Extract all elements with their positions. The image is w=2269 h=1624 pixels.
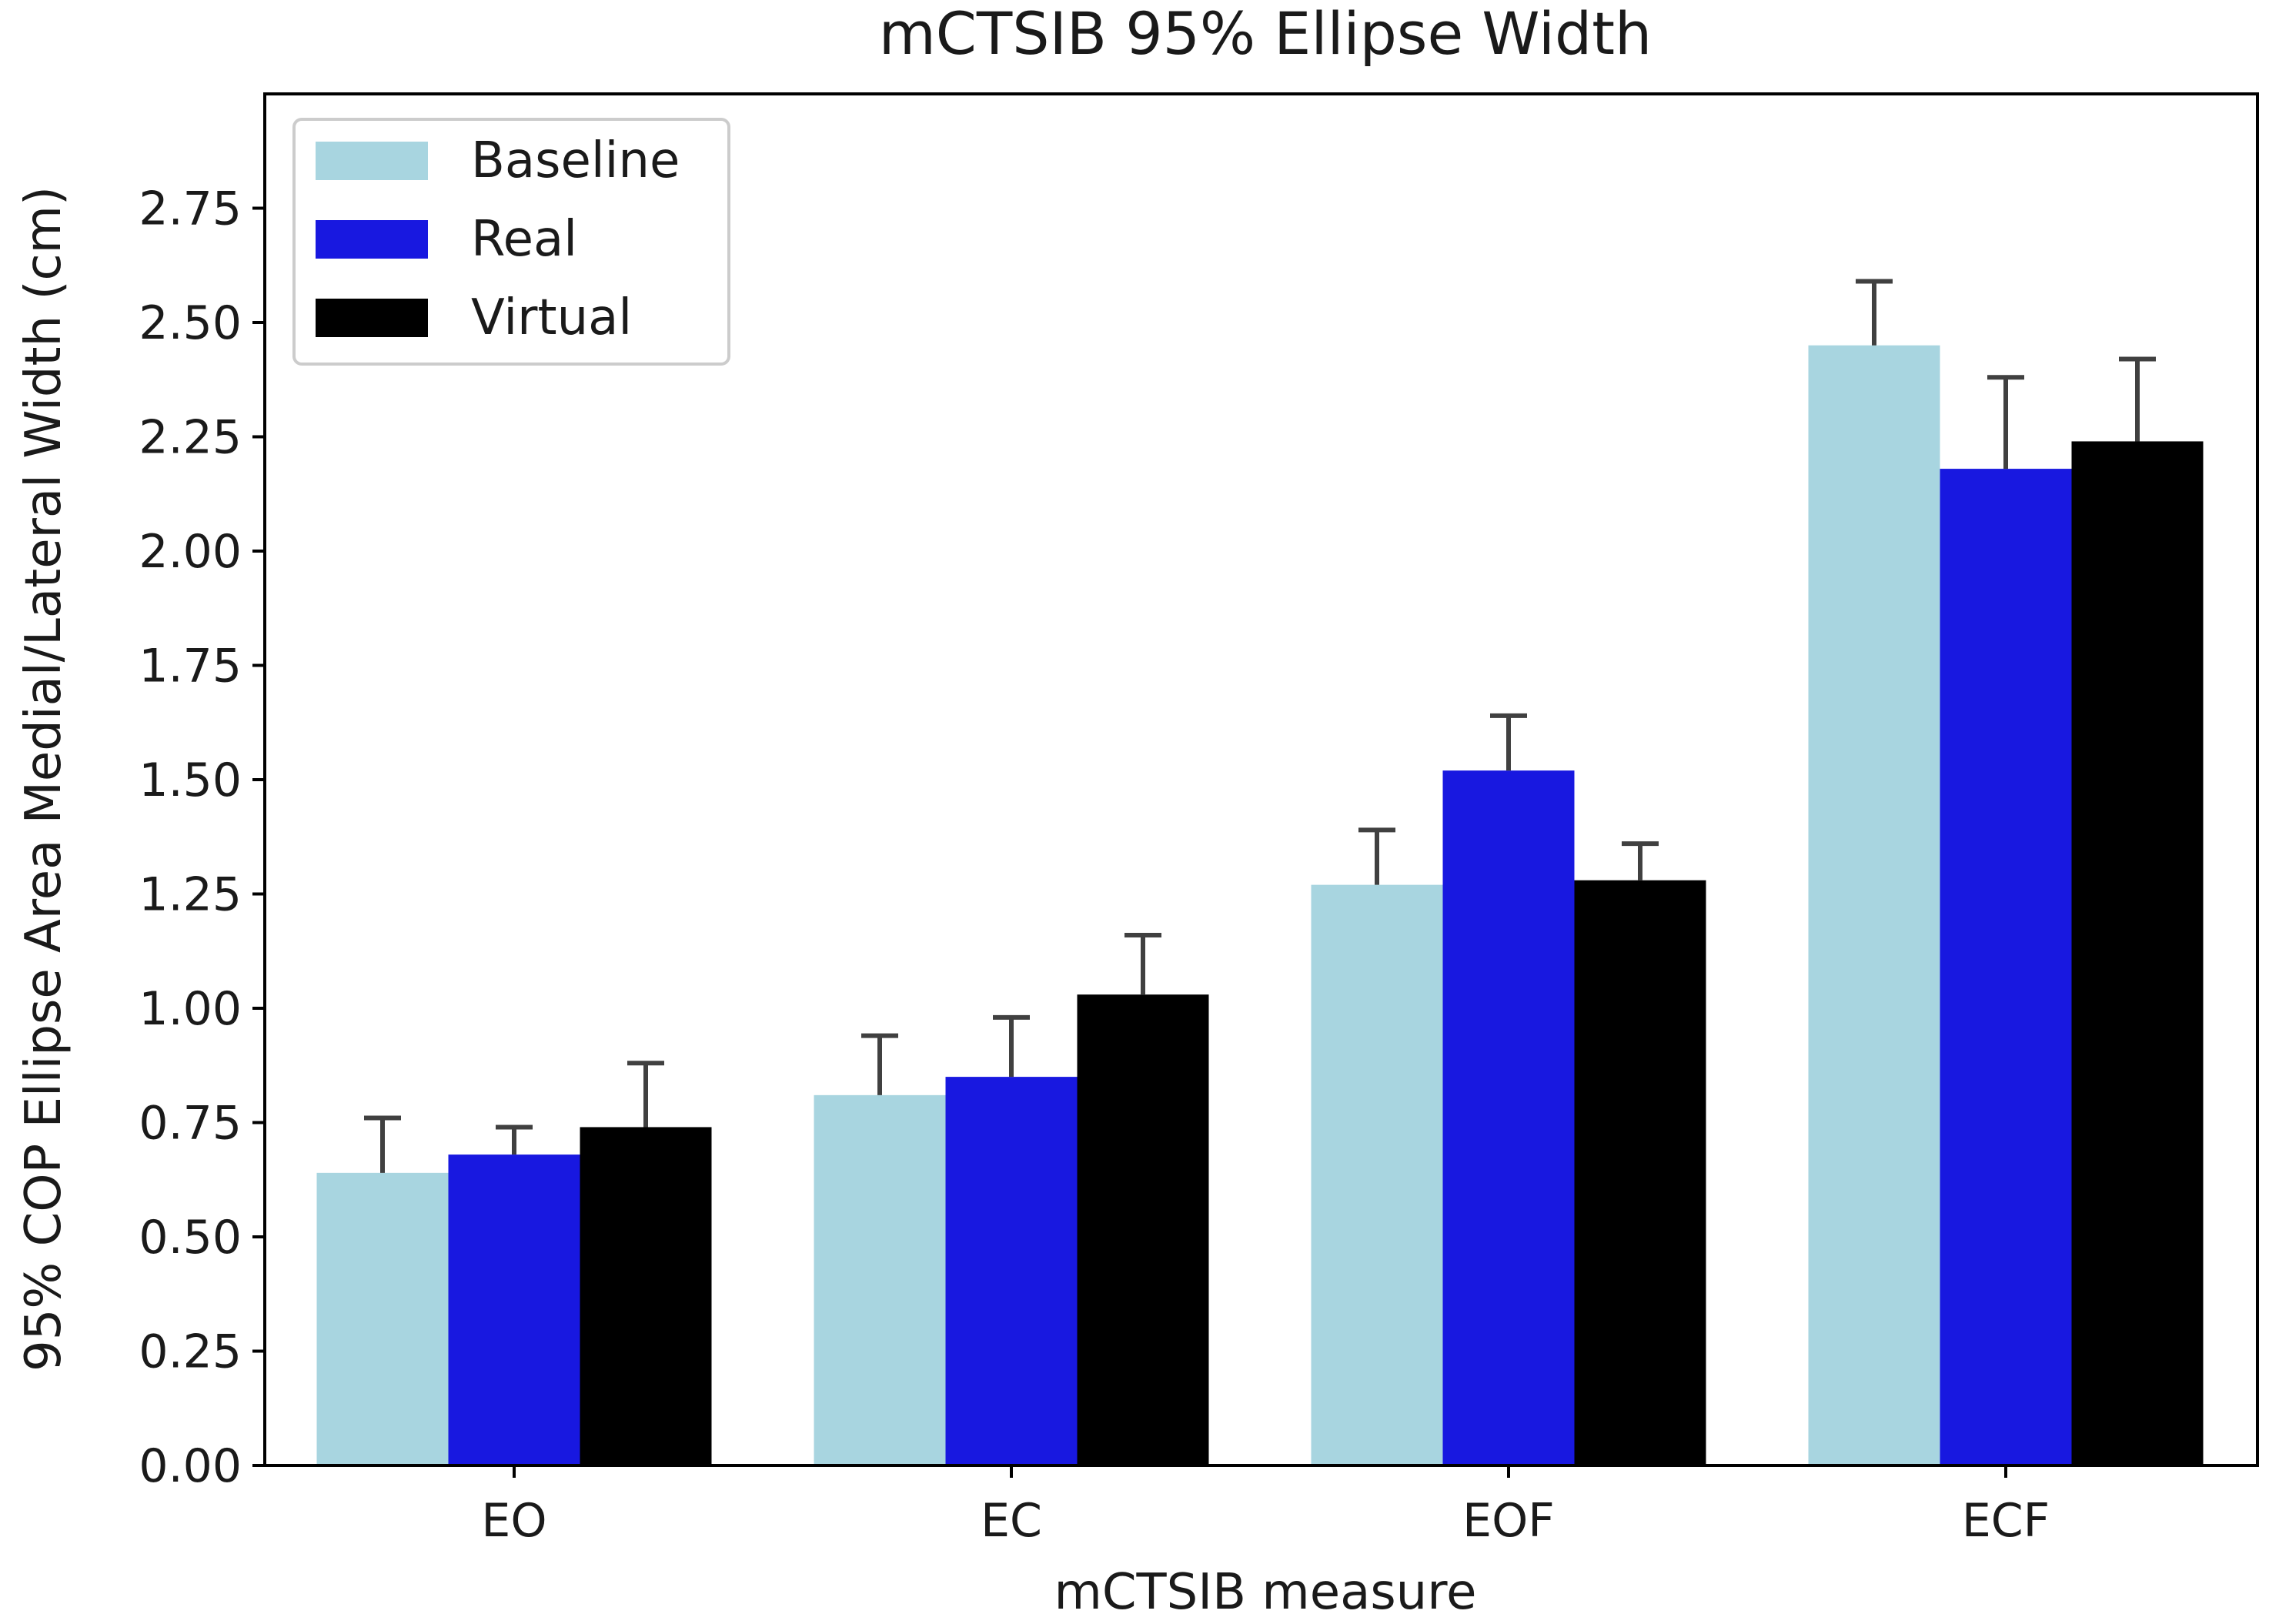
bar-real-ec	[945, 1077, 1078, 1465]
y-tick-label: 2.25	[139, 411, 242, 465]
bar-real-eof	[1442, 770, 1575, 1465]
y-tick-label: 0.00	[139, 1439, 242, 1493]
y-tick-label: 2.75	[139, 182, 242, 236]
x-tick-label: ECF	[1962, 1494, 2050, 1548]
bar-baseline-eo	[316, 1172, 449, 1465]
y-tick-label: 0.25	[139, 1325, 242, 1379]
bar-baseline-ec	[814, 1094, 946, 1465]
legend-swatch-baseline	[316, 142, 428, 180]
error-bars	[364, 279, 2156, 1173]
x-axis-label: mCTSIB measure	[1054, 1564, 1477, 1621]
bar-virtual-eof	[1574, 880, 1706, 1465]
bar-marks	[316, 345, 2204, 1466]
legend-label-real: Real	[471, 211, 577, 268]
bar-real-ecf	[1940, 469, 2072, 1465]
legend-label-baseline: Baseline	[471, 132, 680, 189]
y-tick-label: 2.50	[139, 296, 242, 350]
legend: Baseline Real Virtual	[292, 118, 730, 366]
x-tick-label: EC	[981, 1494, 1042, 1548]
y-tick-label: 1.00	[139, 982, 242, 1036]
bar-virtual-ecf	[2071, 441, 2204, 1466]
legend-swatch-virtual	[316, 299, 428, 337]
y-tick-label: 1.50	[139, 754, 242, 807]
y-tick-label: 0.75	[139, 1097, 242, 1151]
chart-title: mCTSIB 95% Ellipse Width	[879, 0, 1652, 68]
x-tick-label: EO	[481, 1494, 546, 1548]
bar-virtual-eo	[580, 1127, 712, 1465]
legend-swatch-real	[316, 220, 428, 259]
y-tick-label: 1.75	[139, 640, 242, 693]
bar-baseline-ecf	[1808, 345, 1940, 1466]
bar-real-eo	[448, 1155, 580, 1465]
bar-baseline-eof	[1311, 884, 1443, 1465]
x-tick-label: EOF	[1462, 1494, 1555, 1548]
x-axis-ticks: EO EC EOF ECF	[481, 1465, 2050, 1548]
y-axis-ticks: 0.00 0.25 0.50 0.75 1.00 1.25 1.50 1.75 2.00 2.25…	[139, 182, 265, 1493]
y-tick-label: 0.50	[139, 1211, 242, 1265]
y-tick-label: 2.00	[139, 525, 242, 579]
legend-label-virtual: Virtual	[471, 289, 632, 346]
plot-frame	[263, 92, 2259, 1467]
y-tick-label: 1.25	[139, 868, 242, 922]
bar-virtual-ec	[1077, 994, 1209, 1465]
y-axis-label: 95% COP Ellipse Area Medial/Lateral Widt…	[15, 186, 72, 1372]
